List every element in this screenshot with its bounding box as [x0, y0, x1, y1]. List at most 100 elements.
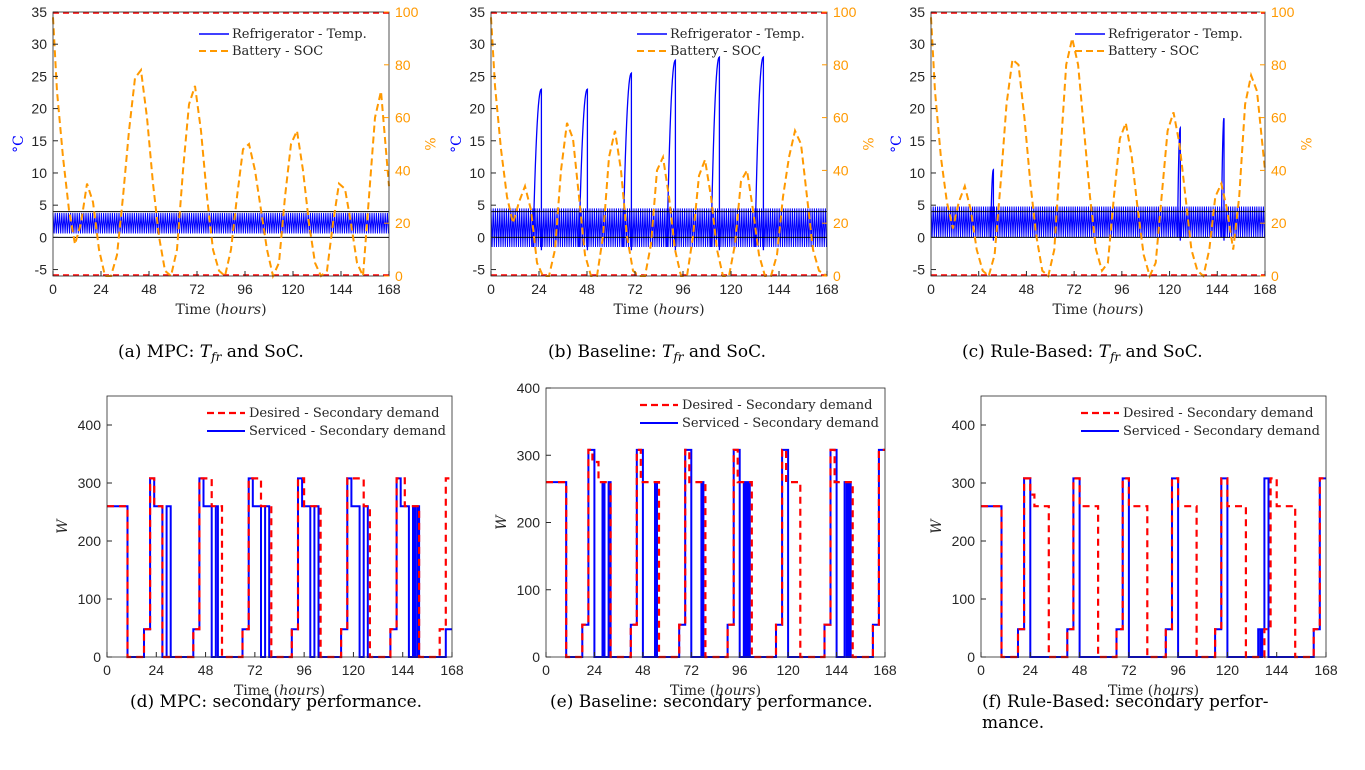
x-tick-label: 48	[1019, 281, 1035, 297]
legend-soc-label: Battery - SOC	[1108, 44, 1199, 59]
y-tick-label: 15	[909, 133, 925, 149]
x-tick-label: 48	[579, 281, 595, 297]
y-axis-label-left: °C	[449, 135, 465, 153]
y-tick-label: 400	[952, 417, 976, 433]
x-axis-label: Time (hours)	[670, 683, 761, 699]
figure-caption: (a) MPC: Tfr and SoC.	[118, 342, 304, 364]
y-tick-label: 35	[909, 4, 925, 20]
y-right-tick-label: 20	[395, 215, 411, 231]
y-axis-label-left: °C	[11, 135, 27, 153]
x-tick-label: 24	[971, 281, 987, 297]
y-tick-label: 100	[952, 591, 976, 607]
x-tick-label: 120	[1158, 281, 1182, 297]
temperature-spike	[1220, 117, 1225, 241]
figure-caption: (f) Rule-Based: secondary perfor-	[982, 692, 1269, 712]
temperature-spike	[666, 58, 677, 251]
plot-frame	[980, 395, 1327, 658]
x-tick-label: 168	[1253, 281, 1277, 297]
y-tick-label: -5	[473, 262, 486, 278]
x-axis-label-text: Time (	[670, 683, 715, 699]
caption-text: (c) Rule-Based:	[962, 342, 1099, 362]
x-tick-label: 120	[281, 281, 305, 297]
y-right-tick-label: 80	[833, 57, 849, 73]
caption-math: T	[662, 342, 675, 362]
y-right-tick-label: 40	[1271, 162, 1287, 178]
x-tick-label: 144	[1265, 662, 1289, 678]
x-tick-label: 0	[927, 281, 935, 297]
legend-temp-label: Refrigerator - Temp.	[670, 27, 805, 42]
plot-frame	[930, 11, 1266, 277]
x-tick-label: 120	[342, 662, 366, 678]
y-right-tick-label: 100	[833, 4, 857, 20]
x-tick-label: 72	[1066, 281, 1082, 297]
y-axis-label-right: %	[421, 137, 437, 150]
x-tick-label: 0	[49, 281, 57, 297]
legend-temp-label: Refrigerator - Temp.	[232, 27, 367, 42]
legend-serviced-label: Serviced - Secondary demand	[1123, 424, 1320, 439]
y-right-tick-label: 80	[1271, 57, 1287, 73]
y-right-tick-label: 100	[1271, 4, 1295, 20]
y-tick-label: 10	[909, 165, 925, 181]
x-tick-label: 144	[767, 281, 791, 297]
y-right-tick-label: 0	[395, 268, 403, 284]
temperature-spike	[622, 71, 633, 251]
x-axis-label: Time (hours)	[234, 683, 325, 699]
x-tick-label: 144	[391, 662, 415, 678]
x-tick-label: 96	[1170, 662, 1186, 678]
legend-serviced-label: Serviced - Secondary demand	[682, 416, 879, 431]
y-tick-label: 300	[78, 475, 102, 491]
x-tick-label: 96	[1114, 281, 1130, 297]
caption-math-sub: fr	[672, 350, 684, 364]
y-axis-label-right: %	[859, 137, 875, 150]
x-axis-label-text: Time (	[1108, 683, 1153, 699]
caption-math: T	[1099, 342, 1112, 362]
figure-caption-line2: mance.	[982, 713, 1044, 733]
x-axis-label: Time (hours)	[613, 302, 704, 318]
legend-desired-label: Desired - Secondary demand	[1123, 406, 1313, 421]
x-tick-label: 0	[542, 662, 550, 678]
desired-series	[981, 477, 1326, 659]
x-tick-label: 120	[776, 662, 800, 678]
y-right-tick-label: 20	[1271, 215, 1287, 231]
x-tick-label: 168	[377, 281, 401, 297]
figure-caption: (c) Rule-Based: Tfr and SoC.	[962, 342, 1203, 364]
temperature-spike	[989, 168, 995, 241]
x-tick-label: 48	[198, 662, 214, 678]
x-axis-label-close: )	[320, 683, 325, 699]
y-tick-label: 100	[517, 582, 541, 598]
temperature-spike	[578, 88, 589, 251]
x-axis-label-text: Time (	[175, 302, 220, 318]
x-tick-label: 96	[237, 281, 253, 297]
soc-series	[930, 17, 1266, 279]
y-right-tick-label: 40	[833, 162, 849, 178]
x-axis-label-unit: hours	[1153, 683, 1193, 699]
y-tick-label: 300	[952, 475, 976, 491]
legend-desired-label: Desired - Secondary demand	[249, 406, 439, 421]
y-right-tick-label: 20	[833, 215, 849, 231]
y-tick-label: 200	[78, 533, 102, 549]
caption-math: T	[200, 342, 213, 362]
x-axis-label: Time (hours)	[175, 302, 266, 318]
soc-series	[490, 17, 828, 277]
caption-math-sub: fr	[1109, 350, 1121, 364]
x-tick-label: 24	[93, 281, 109, 297]
x-tick-label: 120	[1216, 662, 1240, 678]
x-tick-label: 48	[141, 281, 157, 297]
y-right-tick-label: 0	[833, 268, 841, 284]
x-tick-label: 168	[440, 662, 464, 678]
y-axis-label-left: °C	[889, 135, 905, 153]
plot-frame	[490, 11, 828, 277]
x-axis-label-unit: hours	[715, 683, 755, 699]
chart-d: 0 24 48 72 96 120 144 168 0 100 200 300 400 Time (hou…	[55, 395, 464, 712]
chart-a: 0 24 48 72 96 120 144 168-505101520253035020406…	[11, 4, 437, 364]
y-tick-label: 0	[532, 649, 540, 665]
caption-text-end: and SoC.	[684, 342, 766, 362]
plot-frame	[52, 11, 390, 277]
legend-soc-label: Battery - SOC	[232, 44, 323, 59]
chart-f: 0 24 48 72 96 120 144 168 0 100 200 300 400 Time (hou…	[929, 395, 1338, 733]
x-tick-label: 168	[1314, 662, 1338, 678]
x-tick-label: 72	[247, 662, 263, 678]
x-tick-label: 0	[487, 281, 495, 297]
temperature-series	[490, 208, 827, 248]
x-axis-label-unit: hours	[221, 302, 261, 318]
